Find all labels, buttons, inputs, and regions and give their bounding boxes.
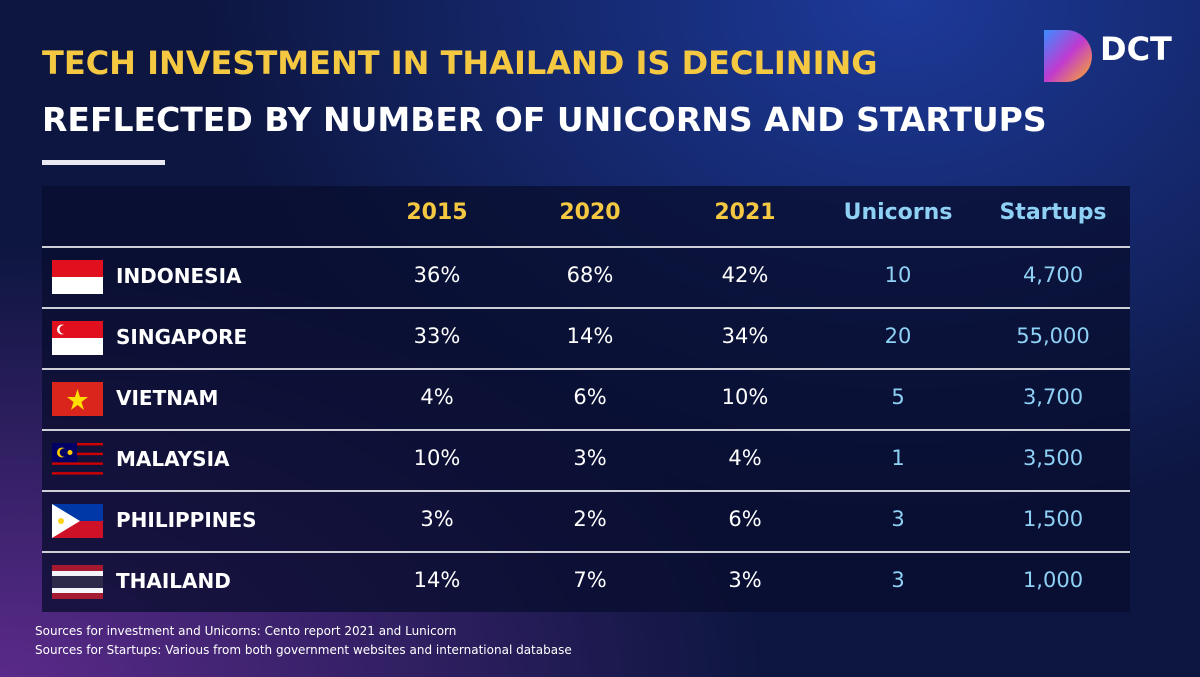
column-header: 2015 bbox=[406, 200, 468, 225]
table-cell: 10% bbox=[413, 446, 461, 470]
table-cell: 3 bbox=[891, 568, 905, 592]
flag bbox=[52, 260, 103, 294]
column-header: 2020 bbox=[559, 200, 621, 225]
table-cell: 7% bbox=[573, 568, 607, 592]
title-underline bbox=[42, 160, 165, 165]
country-name: THAILAND bbox=[116, 569, 231, 593]
table-cell: 2% bbox=[573, 507, 607, 531]
flag bbox=[52, 504, 103, 538]
table-cell: 33% bbox=[413, 324, 461, 348]
table-cell: 1 bbox=[891, 446, 905, 470]
table-cell: 55,000 bbox=[1016, 324, 1090, 348]
table-cell: 1,000 bbox=[1022, 568, 1084, 592]
logo-text: DCT bbox=[1100, 30, 1172, 68]
table-cell: 68% bbox=[566, 263, 614, 287]
table-cell: 5 bbox=[891, 385, 905, 409]
table-cell: 4% bbox=[728, 446, 762, 470]
table-cell: 3% bbox=[728, 568, 762, 592]
table-cell: 4% bbox=[420, 385, 454, 409]
table-cell: 34% bbox=[721, 324, 769, 348]
table-cell: 3 bbox=[891, 507, 905, 531]
subtitle: REFLECTED BY NUMBER OF UNICORNS AND STAR… bbox=[42, 100, 1047, 139]
table bbox=[42, 186, 1130, 612]
table-cell: 10 bbox=[884, 263, 912, 287]
flag bbox=[52, 321, 103, 355]
country-name: MALAYSIA bbox=[116, 447, 230, 471]
country-name: INDONESIA bbox=[116, 264, 242, 288]
column-header: Startups bbox=[999, 200, 1107, 225]
row-separator bbox=[42, 429, 1130, 431]
source-note: Sources for Startups: Various from both … bbox=[35, 643, 572, 657]
row-separator bbox=[42, 307, 1130, 309]
table-cell: 14% bbox=[413, 568, 461, 592]
column-header: Unicorns bbox=[843, 200, 953, 225]
table-cell: 3% bbox=[420, 507, 454, 531]
row-separator bbox=[42, 551, 1130, 553]
title: TECH INVESTMENT IN THAILAND IS DECLINING bbox=[42, 44, 878, 82]
column-header: 2021 bbox=[714, 200, 776, 225]
logo-mark bbox=[1044, 30, 1092, 82]
table-cell: 3% bbox=[573, 446, 607, 470]
source-note: Sources for investment and Unicorns: Cen… bbox=[35, 624, 457, 638]
table-cell: 10% bbox=[721, 385, 769, 409]
table-cell: 6% bbox=[573, 385, 607, 409]
table-cell: 1,500 bbox=[1022, 507, 1084, 531]
flag bbox=[52, 565, 103, 599]
row-separator bbox=[42, 490, 1130, 492]
flag bbox=[52, 443, 103, 475]
country-name: VIETNAM bbox=[116, 386, 219, 410]
table-cell: 6% bbox=[728, 507, 762, 531]
flag bbox=[52, 382, 103, 416]
country-name: PHILIPPINES bbox=[116, 508, 257, 532]
table-cell: 20 bbox=[884, 324, 912, 348]
table-cell: 4,700 bbox=[1022, 263, 1084, 287]
row-separator bbox=[42, 368, 1130, 370]
table-cell: 14% bbox=[566, 324, 614, 348]
country-name: SINGAPORE bbox=[116, 325, 248, 349]
table-cell: 3,700 bbox=[1022, 385, 1084, 409]
table-cell: 3,500 bbox=[1022, 446, 1084, 470]
header-separator bbox=[42, 246, 1130, 248]
table-cell: 36% bbox=[413, 263, 461, 287]
table-cell: 42% bbox=[721, 263, 769, 287]
